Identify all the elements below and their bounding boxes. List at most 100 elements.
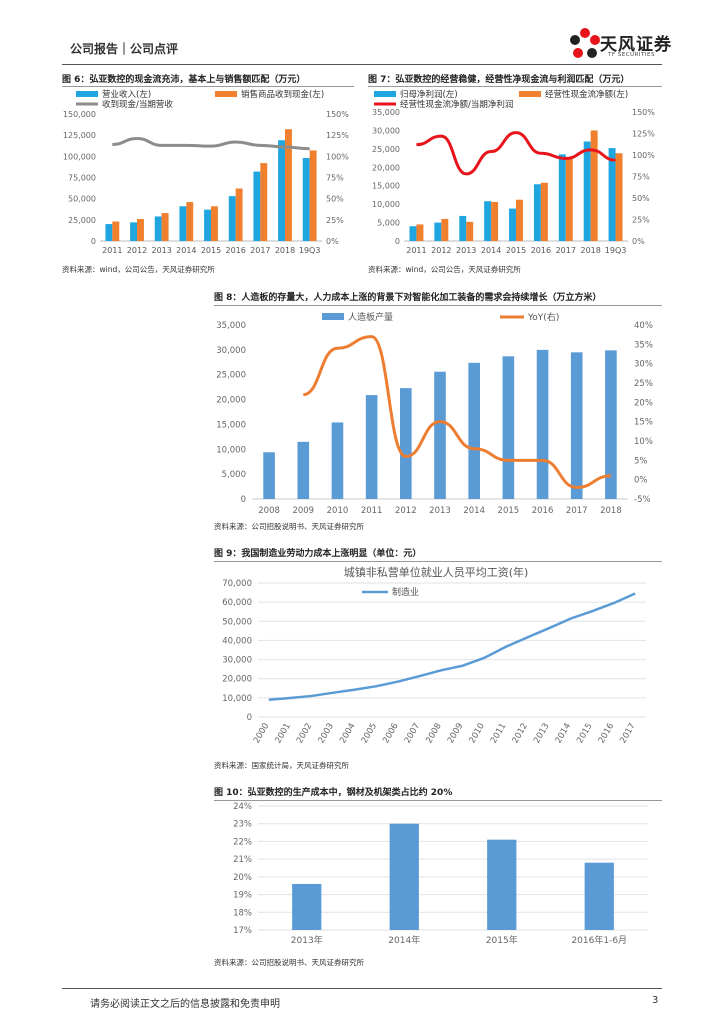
x-tick-label: 2018 xyxy=(275,246,295,255)
fig10-chart: 17% 18% 19% 20% 21% 22% 23% 24% 2013年 2014年 2015年 2… xyxy=(233,802,648,946)
bar xyxy=(228,196,236,241)
page-number: 3 xyxy=(652,995,659,1006)
header-divider xyxy=(62,64,662,65)
x-tick-label: 2015 xyxy=(498,506,520,516)
bar xyxy=(365,395,378,499)
y-tick-right: 100% xyxy=(632,151,655,160)
logo-subtext: TF SECURITIES xyxy=(608,52,655,58)
x-tick-label: 2015 xyxy=(201,246,221,255)
y-tick-left: 10,000 xyxy=(216,445,246,455)
fig8-title: 图 8：人造板的存量大，人力成本上涨的背景下对智能化加工装备的需求会持续增长（万… xyxy=(214,293,602,303)
bar xyxy=(570,352,583,499)
bar xyxy=(253,171,261,241)
x-tick-label: 2015年 xyxy=(486,934,518,946)
y-tick-left: 20,000 xyxy=(216,396,246,406)
bar xyxy=(484,201,492,241)
bar xyxy=(302,158,310,241)
bar xyxy=(459,215,467,241)
fig7-title: 图 7：弘亚数控的经营稳健，经营性净现金流与利润匹配（万元） xyxy=(368,75,630,85)
x-tick-label: 2012 xyxy=(431,246,451,255)
x-tick-label: 2012 xyxy=(511,722,530,746)
fig7-rule xyxy=(368,86,662,87)
y-tick-left: 0 xyxy=(395,237,400,246)
x-tick-label: 2002 xyxy=(295,722,314,746)
x-tick-label: 2014 xyxy=(463,506,485,516)
bar xyxy=(179,206,187,241)
bar xyxy=(590,130,598,241)
x-tick-label: 2014 xyxy=(554,722,573,746)
bar xyxy=(260,163,268,241)
bar xyxy=(331,422,344,499)
bar xyxy=(389,823,419,930)
y-tick-right: 75% xyxy=(326,174,344,183)
bar xyxy=(608,148,616,241)
report-type: 公司报告｜公司点评 xyxy=(70,42,179,56)
y-tick-label: 24% xyxy=(233,802,252,812)
y-tick-right: 25% xyxy=(326,216,344,225)
x-tick-label: 2008 xyxy=(258,506,280,516)
bar xyxy=(434,371,446,499)
x-tick-label: 2015 xyxy=(575,722,594,746)
bar xyxy=(154,216,162,241)
y-tick-right: 0% xyxy=(634,476,648,486)
y-tick-left: 0 xyxy=(241,495,246,505)
y-tick-left: 10,000 xyxy=(372,200,400,209)
y-tick-right: 40% xyxy=(634,321,653,331)
x-tick-label: 2016 xyxy=(225,246,245,255)
x-tick-label: 2000 xyxy=(252,722,271,746)
y-tick-left: 15,000 xyxy=(372,182,400,191)
y-tick-left: 0 xyxy=(91,237,96,246)
y-tick-right: 25% xyxy=(632,216,650,225)
y-tick-label: 20% xyxy=(233,873,252,883)
x-tick-label: 2017 xyxy=(250,246,270,255)
bar xyxy=(615,153,623,241)
x-tick-label: 2016 xyxy=(597,722,616,746)
bar xyxy=(297,441,310,499)
x-tick-label: 2001 xyxy=(273,722,292,746)
fig7-source: 资料来源：wind，公司公告，天风证券研究所 xyxy=(368,265,521,274)
legend-label: 营业收入(左) xyxy=(102,89,151,100)
bar xyxy=(536,349,549,499)
legend-label: 人造板产量 xyxy=(348,311,393,323)
fig10-rule xyxy=(214,800,662,801)
legend-swatch xyxy=(519,91,541,97)
y-tick-label: 40,000 xyxy=(222,636,252,646)
y-tick-right: 50% xyxy=(632,194,650,203)
y-tick-right: 75% xyxy=(632,173,650,182)
x-tick-label: 2017 xyxy=(618,722,637,746)
fig9-source: 资料来源：国家统计局，天风证券研究所 xyxy=(214,761,349,770)
fig9-rule xyxy=(214,561,662,562)
bar xyxy=(540,182,548,241)
bar xyxy=(105,224,113,241)
bar xyxy=(204,209,211,241)
x-tick-label: 19Q3 xyxy=(605,246,627,255)
bar xyxy=(137,218,144,241)
bar xyxy=(409,226,417,241)
y-tick-left: 100,000 xyxy=(63,152,96,161)
legend-label: 归母净利润(左) xyxy=(400,89,458,100)
fig6-title: 图 6：弘亚数控的现金流充沛，基本上与销售额匹配（万元） xyxy=(62,75,306,85)
legend-label: 收到现金/当期营收 xyxy=(102,99,173,110)
x-tick-label: 2009 xyxy=(292,506,314,516)
bar xyxy=(468,362,480,499)
bar xyxy=(161,213,169,241)
y-tick-left: 25,000 xyxy=(68,216,96,225)
y-tick-right: 150% xyxy=(326,110,349,119)
x-tick-label: 2011 xyxy=(406,246,426,255)
y-tick-label: 17% xyxy=(233,926,252,936)
x-tick-label: 2012 xyxy=(127,246,147,255)
legend-swatch xyxy=(374,91,396,97)
y-tick-label: 60,000 xyxy=(222,598,252,608)
disclaimer-link[interactable]: 请务必阅读正文之后的信息披露和免责申明 xyxy=(90,999,280,1010)
y-tick-right: 150% xyxy=(632,108,655,117)
x-tick-label: 2018 xyxy=(580,246,600,255)
fig9-chart: 城镇非私营单位就业人员平均工资(年) 0 10,000 20,000 30,000 40,… xyxy=(222,565,646,746)
y-tick-right: 50% xyxy=(326,195,344,204)
bar xyxy=(186,202,194,241)
bar xyxy=(584,862,614,930)
x-tick-label: 2018 xyxy=(600,506,622,516)
y-tick-label: 19% xyxy=(233,891,252,901)
bar xyxy=(130,222,137,241)
bar xyxy=(516,199,523,241)
series-line xyxy=(268,592,636,702)
